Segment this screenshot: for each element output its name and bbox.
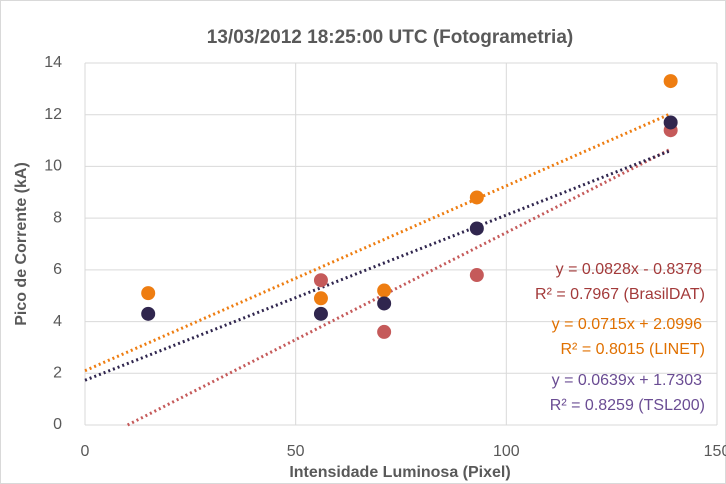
x-axis-label: Intensidade Luminosa (Pixel) — [289, 464, 510, 481]
y-tick-label: 6 — [53, 261, 62, 278]
x-tick-label: 0 — [81, 443, 90, 460]
trendline-r-squared: R² = 0.8015 (LINET) — [561, 341, 706, 358]
point — [377, 296, 392, 311]
y-tick-label: 2 — [53, 365, 62, 382]
trendline-equation: y = 0.0828x - 0.8378 — [556, 261, 702, 278]
x-tick-label: 50 — [287, 443, 305, 460]
point — [141, 306, 156, 321]
point — [663, 115, 678, 130]
point — [313, 273, 328, 288]
point — [469, 221, 484, 236]
trendline-equation: y = 0.0639x + 1.7303 — [552, 372, 702, 389]
y-tick-label: 0 — [53, 416, 62, 433]
point — [377, 324, 392, 339]
y-tick-label: 10 — [44, 158, 62, 175]
y-tick-label: 8 — [53, 209, 62, 226]
chart-title: 13/03/2012 18:25:00 UTC (Fotogrametria) — [207, 27, 573, 48]
trendline-equation: y = 0.0715x + 2.0996 — [552, 316, 702, 333]
point — [377, 283, 392, 298]
y-axis-label: Pico de Corrente (kA) — [13, 162, 30, 326]
point — [663, 74, 678, 89]
point — [313, 306, 328, 321]
point — [141, 286, 156, 301]
y-tick-label: 12 — [44, 106, 62, 123]
y-tick-label: 14 — [44, 54, 62, 71]
point — [469, 190, 484, 205]
trendline — [126, 147, 672, 427]
trendline-r-squared: R² = 0.7967 (BrasilDAT) — [535, 286, 705, 303]
point — [313, 291, 328, 306]
trendline-r-squared: R² = 0.8259 (TSL200) — [550, 397, 705, 414]
y-tick-label: 4 — [53, 313, 62, 330]
x-tick-label: 100 — [493, 443, 520, 460]
trendline — [84, 112, 672, 373]
x-tick-label: 150 — [704, 443, 726, 460]
point — [469, 268, 484, 283]
